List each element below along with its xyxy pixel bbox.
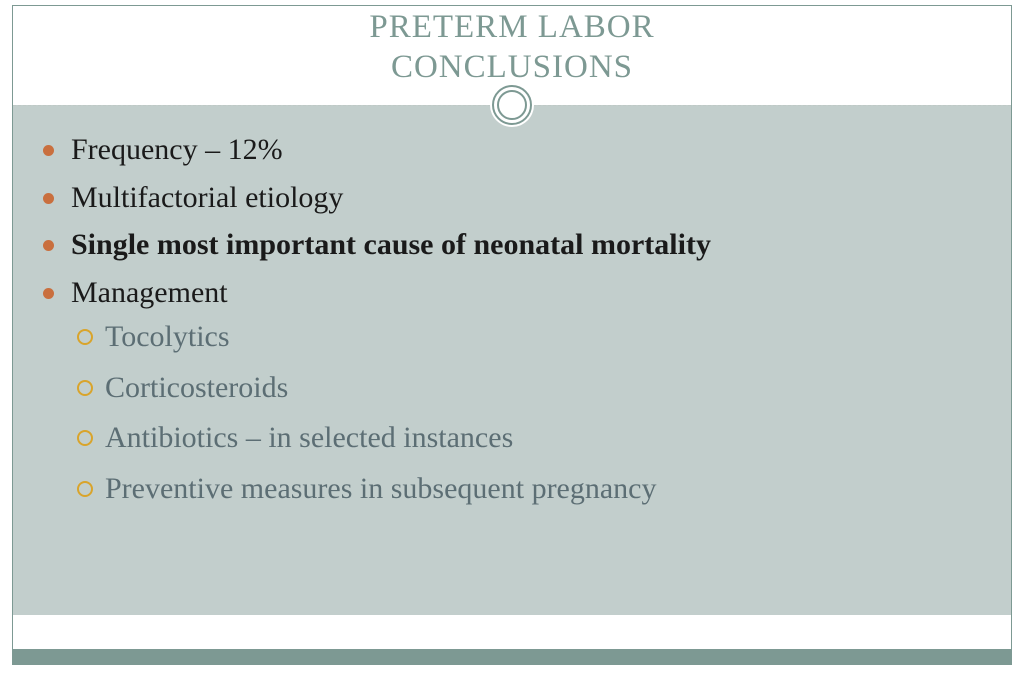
bullet-list-level1: Frequency – 12% Multifactorial etiology …: [33, 131, 991, 509]
circle-ornament-icon: [490, 83, 534, 127]
list-item: Antibiotics – in selected instances: [71, 418, 991, 459]
list-item: Single most important cause of neonatal …: [33, 226, 991, 264]
bullet-text: Preventive measures in subsequent pregna…: [105, 472, 657, 505]
bullet-text: Tocolytics: [105, 320, 230, 353]
footer-bar: [13, 649, 1011, 664]
content-area: Frequency – 12% Multifactorial etiology …: [13, 105, 1011, 615]
bullet-text: Single most important cause of neonatal …: [71, 228, 711, 261]
bullet-list-level2: Tocolytics Corticosteroids Antibiotics –…: [71, 317, 991, 509]
title-line-1: PRETERM LABOR: [33, 8, 991, 48]
list-item: Management Tocolytics Corticosteroids An…: [33, 274, 991, 510]
bullet-text: Antibiotics – in selected instances: [105, 421, 513, 454]
list-item: Multifactorial etiology: [33, 179, 991, 217]
bullet-text: Management: [71, 276, 228, 309]
list-item: Corticosteroids: [71, 368, 991, 409]
bullet-text: Corticosteroids: [105, 371, 288, 404]
list-item: Tocolytics: [71, 317, 991, 358]
slide-container: PRETERM LABOR CONCLUSIONS Frequency – 12…: [12, 5, 1012, 665]
list-item: Preventive measures in subsequent pregna…: [71, 469, 991, 510]
title-line-2: CONCLUSIONS: [33, 48, 991, 88]
bullet-text: Multifactorial etiology: [71, 181, 343, 214]
list-item: Frequency – 12%: [33, 131, 991, 169]
bullet-text: Frequency – 12%: [71, 133, 283, 166]
